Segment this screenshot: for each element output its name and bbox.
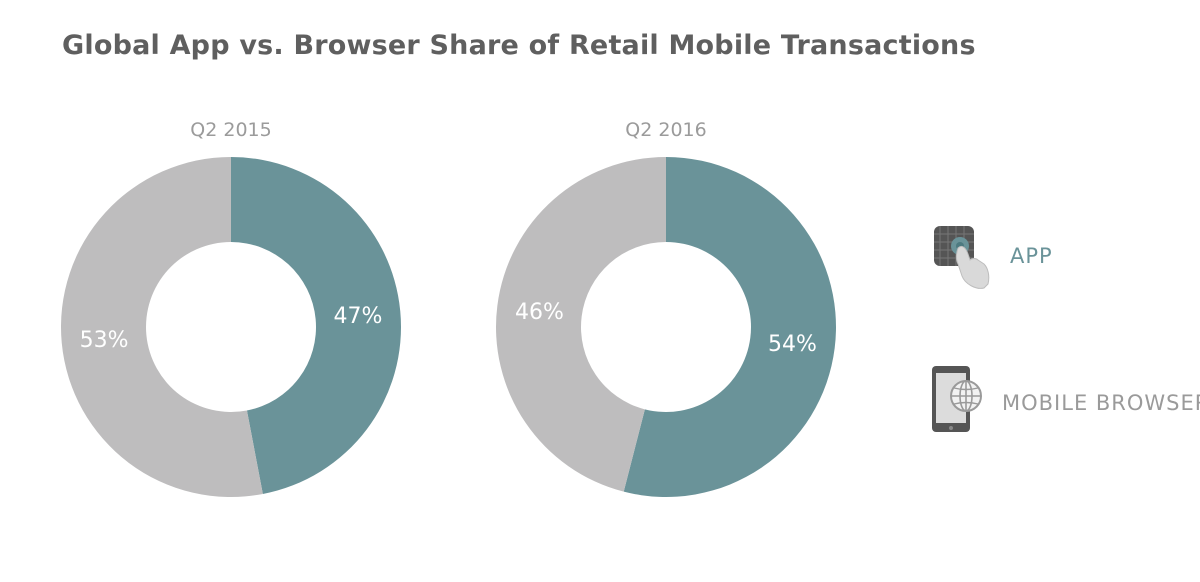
legend-label-mobile-browser: MOBILE BROWSER: [1002, 391, 1200, 415]
chart-title: Global App vs. Browser Share of Retail M…: [62, 30, 976, 61]
chart-subtitle: Q2 2015: [190, 119, 271, 141]
donut-chart-1: Q2 2015 47% 53%: [61, 119, 402, 497]
legend-item-app: APP: [932, 224, 1053, 294]
data-label-app: 47%: [333, 304, 382, 329]
chart-subtitle: Q2 2016: [625, 119, 706, 141]
legend-label-app: APP: [1010, 244, 1053, 268]
data-label-browser: 53%: [80, 328, 129, 353]
legend-item-mobile-browser: MOBILE BROWSER: [930, 364, 1200, 436]
donut-chart-2: Q2 2016 54% 46%: [495, 119, 836, 497]
data-label-browser: 46%: [515, 300, 564, 325]
data-label-app: 54%: [768, 332, 817, 357]
pie-slice-app: [231, 157, 402, 494]
pie-slice-browser: [495, 157, 666, 492]
pie-slice-app: [623, 157, 836, 497]
mobile-browser-icon: [932, 366, 982, 432]
touch-app-icon: [934, 226, 990, 289]
pie-slice-browser: [61, 157, 263, 497]
